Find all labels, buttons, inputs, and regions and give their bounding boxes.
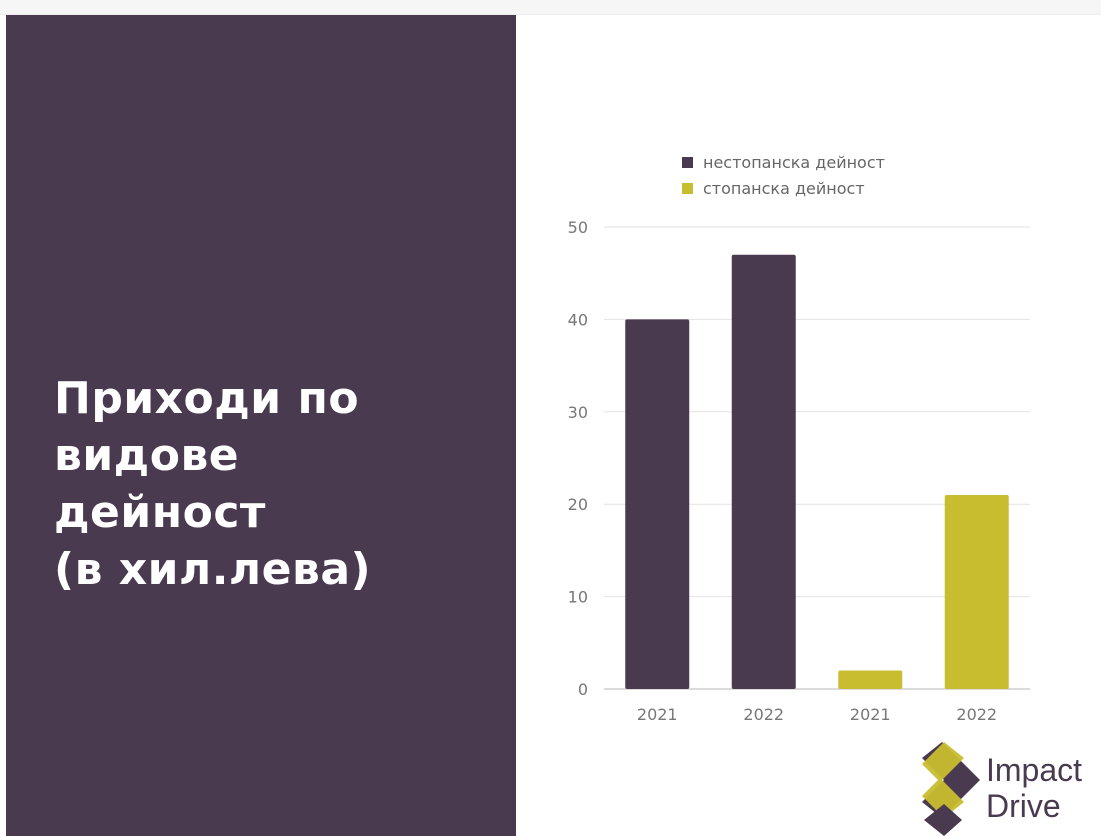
x-tick-label: 2021: [637, 705, 678, 724]
legend: нестопанска дейност стопанска дейност: [682, 153, 885, 198]
logo-wordmark: Impact Drive: [986, 752, 1082, 824]
x-tick-label: 2022: [956, 705, 997, 724]
logo-line-drive: Drive: [986, 788, 1061, 824]
y-tick-label: 50: [568, 218, 588, 237]
top-strip: [0, 0, 1101, 15]
y-tick-label: 0: [578, 680, 588, 699]
logo-line-impact: Impact: [986, 752, 1083, 788]
bar: [731, 254, 796, 689]
y-tick-label: 10: [568, 588, 588, 607]
title-panel: [6, 15, 516, 836]
bar-chart: 0 10 20 30 40 50 2021 2022 2021 2022 нестопанска…: [568, 153, 1030, 724]
legend-swatch: [682, 183, 693, 194]
bar: [625, 319, 690, 689]
impact-drive-logo: [922, 742, 980, 836]
legend-label: нестопанска дейност: [703, 153, 885, 172]
y-axis: 0 10 20 30 40 50: [568, 218, 588, 699]
slide-title: Приходи по видове дейност (в хил.лева): [54, 373, 372, 595]
x-axis: 2021 2022 2021 2022: [637, 705, 997, 724]
bar: [944, 494, 1009, 689]
bars: [625, 254, 1009, 689]
y-tick-label: 20: [568, 495, 588, 514]
x-tick-label: 2021: [850, 705, 891, 724]
logo-mark-dark-bottom: [924, 804, 962, 836]
logo-mark-accent: [922, 742, 964, 818]
bar: [838, 670, 903, 689]
legend-label: стопанска дейност: [703, 179, 865, 198]
legend-swatch: [682, 157, 693, 168]
x-tick-label: 2022: [743, 705, 784, 724]
y-tick-label: 40: [568, 310, 588, 329]
y-tick-label: 30: [568, 403, 588, 422]
